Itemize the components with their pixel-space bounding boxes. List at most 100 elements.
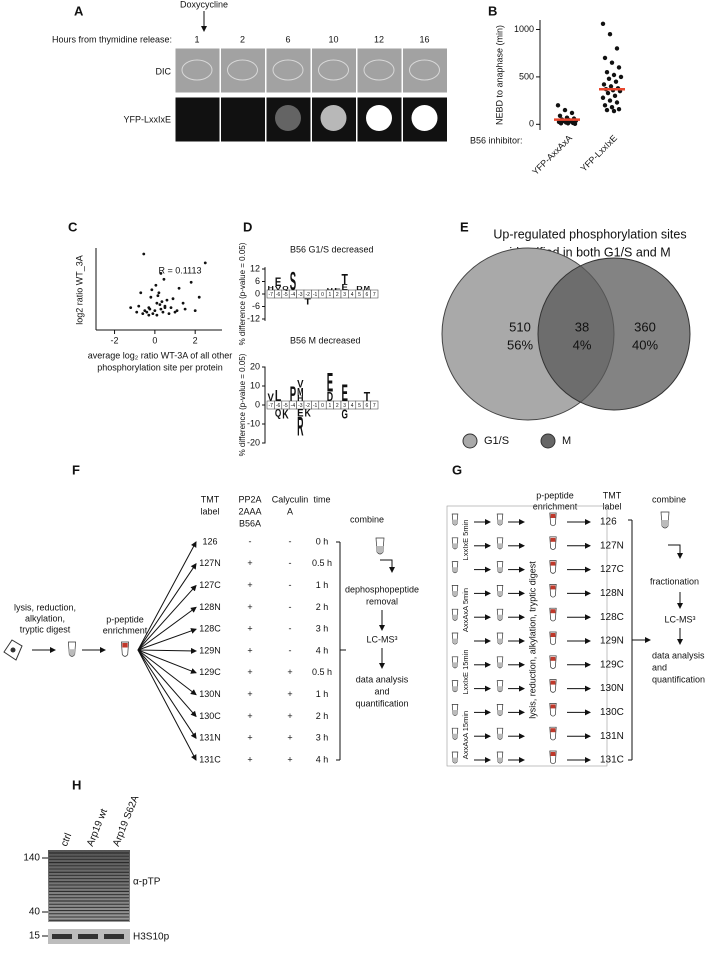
column-resin [550,537,556,542]
point [160,300,164,304]
axis-title: % difference (p-value = 0.05) [238,242,247,345]
point [163,306,167,310]
dot [605,90,611,96]
point [171,297,175,301]
logo-letter: K [282,407,289,422]
dot [609,105,615,110]
venn-value: 4% [573,337,592,352]
position-label: -7 [268,403,273,409]
tube-liquid [452,614,458,621]
label: and [374,686,389,696]
panel-label: E [460,219,469,234]
dot [614,100,620,105]
column-header: label [200,506,219,516]
table-cell: 2 h [316,602,329,612]
tube-liquid [452,543,458,549]
logo-letter: Q [282,286,289,292]
label: LC-MS³ [665,614,696,624]
tmt-label: 128N [600,588,624,599]
table-cell: + [287,667,292,677]
dot [612,93,618,99]
table-cell: 2 h [316,711,329,721]
table-cell: 0 h [316,536,329,546]
label: data analysis [652,650,705,660]
dot [608,84,614,89]
position-label: -6 [276,292,281,298]
point [157,291,161,295]
caption: B56 inhibitor: [470,135,523,145]
table-cell: 130C [199,711,221,721]
logo-letter: M [364,286,371,292]
legend-swatch [540,433,556,449]
position-label: 5 [358,403,361,409]
dot [609,60,615,65]
yfp-image [174,96,221,143]
yfp-cell [275,105,301,131]
blot-label: α-pTP [133,877,161,888]
tube-liquid [452,567,458,573]
tube-liquid [497,710,503,716]
point [129,306,133,310]
column-resin [550,704,556,709]
y-tick-label: 12 [250,263,260,273]
axis-title: % difference (p-value = 0.05) [238,353,247,456]
y-tick-label: 20 [250,361,260,371]
logo-letter: V [275,286,282,292]
venn-value: 56% [507,337,533,352]
point [145,310,149,314]
y-tick-label: -6 [252,301,260,311]
annotation: R = 0.1113 [159,265,202,275]
logo-title: B56 G1/S decreased [290,244,374,254]
tube-liquid [452,733,458,740]
logo-letter: V [297,379,303,391]
label: alkylation, [25,613,65,623]
point [175,309,179,313]
tmt-label: 131C [600,755,624,766]
x-tick-label: YFP-LxxIxE [578,133,619,174]
dic-cell [272,59,304,81]
dot [616,106,622,112]
label: quantification [652,674,705,684]
dot [565,121,571,126]
logo-letter: S [290,266,296,296]
point [203,261,207,265]
label: label [602,501,621,511]
label: and [652,662,667,672]
point [183,307,187,311]
tube-liquid [376,546,384,554]
x-tick-label: YFP-AxxAxA [530,133,574,177]
point [148,307,152,311]
hour-label: 6 [285,34,290,44]
table-cell: 129C [199,667,221,677]
position-label: -2 [305,292,310,298]
point [137,304,141,308]
panel-label: D [243,219,252,234]
table-cell: 126 [202,536,217,546]
point [181,301,185,305]
arrow [380,559,395,573]
point [162,277,166,281]
arrow [137,562,197,651]
legend-swatch [462,433,478,449]
tube-liquid [452,662,458,668]
marker-label: 15 [29,931,41,942]
position-box [370,400,379,410]
label: fractionation [650,576,699,586]
position-label: 1 [329,403,332,409]
dot [602,55,608,61]
position-label: -1 [313,403,318,409]
group-label: LxxIxE 5min [461,520,470,561]
dot [602,103,608,108]
position-label: 7 [373,292,376,298]
tube-liquid [661,520,669,528]
label: enrichment [533,501,578,511]
dic-cell [409,59,440,81]
logo-letter: D [356,286,362,292]
frame [446,505,608,767]
arrow [137,649,197,674]
table-cell: 131N [199,733,221,743]
tmt-label: 127C [600,564,624,575]
label: p-peptide [536,490,574,500]
hour-label: 12 [374,34,384,44]
dot [607,32,613,37]
